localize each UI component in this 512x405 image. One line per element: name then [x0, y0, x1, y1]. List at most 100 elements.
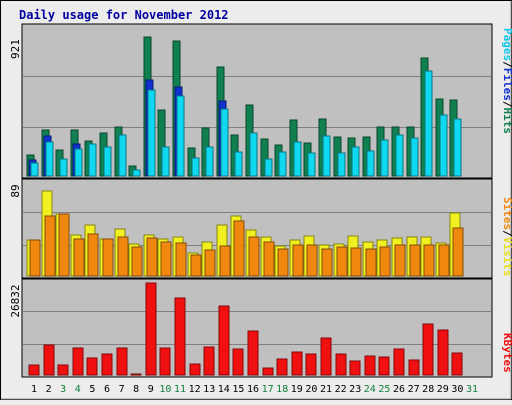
legend-visits: Visits — [501, 237, 512, 277]
bar-sites-day-23 — [350, 247, 362, 277]
bar-kbytes-day-17 — [262, 367, 274, 376]
bar-kbytes-day-22 — [335, 353, 347, 376]
bar-sites-day-16 — [248, 236, 260, 277]
bar-pages-day-7 — [118, 134, 127, 177]
bar-kbytes-day-1 — [28, 364, 40, 376]
bar-sites-day-14 — [219, 245, 231, 277]
bar-kbytes-day-21 — [320, 337, 332, 376]
bar-sites-day-17 — [263, 241, 275, 277]
bar-sites-day-28 — [423, 244, 435, 277]
x-tick-day-8: 8 — [133, 384, 139, 395]
bar-sites-day-10 — [160, 241, 172, 277]
chart-title: Daily usage for November 2012 — [19, 8, 229, 22]
x-tick-day-27: 27 — [408, 384, 420, 395]
bar-pages-day-11 — [176, 95, 185, 177]
bar-pages-day-18 — [278, 151, 287, 177]
bar-pages-day-26 — [395, 134, 404, 177]
legend-visits-sites: Sites/Visits — [501, 197, 512, 277]
bar-sites-day-11 — [175, 242, 187, 277]
bar-pages-day-19 — [293, 141, 302, 177]
bar-kbytes-day-24 — [364, 355, 376, 376]
bar-sites-day-27 — [409, 244, 421, 277]
bar-sites-day-24 — [365, 248, 377, 277]
legend-hits: Hits — [501, 108, 512, 135]
x-tick-day-1: 1 — [31, 384, 37, 395]
x-tick-day-23: 23 — [349, 384, 361, 395]
bar-sites-day-19 — [292, 244, 304, 277]
bar-kbytes-day-20 — [305, 353, 317, 376]
bar-sites-day-8 — [131, 246, 143, 277]
bar-kbytes-day-4 — [72, 347, 84, 376]
bar-pages-day-29 — [439, 114, 448, 177]
bar-kbytes-day-25 — [378, 356, 390, 376]
x-axis-labels: 1 2 3 4 5 6 7 8 9 10 11 12 13 14 15 16 17 18 19 20 21 22 23 24 2… — [31, 384, 478, 395]
bar-pages-day-13 — [205, 146, 214, 177]
bar-pages-day-23 — [351, 146, 360, 177]
bar-pages-day-24 — [366, 150, 375, 177]
x-tick-day-7: 7 — [119, 384, 125, 395]
bar-pages-day-10 — [161, 146, 170, 177]
x-tick-day-2: 2 — [46, 384, 52, 395]
bar-kbytes-day-23 — [349, 360, 361, 376]
bar-sites-day-25 — [379, 246, 391, 277]
bar-sites-day-29 — [438, 244, 450, 277]
legend-files: Files — [501, 68, 512, 101]
bars-layer — [26, 36, 464, 376]
svg-text:Sites/Visits: Sites/Visits — [501, 197, 512, 277]
x-tick-day-14: 14 — [218, 384, 230, 395]
bar-sites-day-13 — [204, 249, 216, 277]
x-tick-day-5: 5 — [89, 384, 95, 395]
bar-kbytes-day-27 — [408, 359, 420, 376]
x-tick-day-13: 13 — [203, 384, 215, 395]
x-tick-day-26: 26 — [393, 384, 405, 395]
bar-pages-day-30 — [453, 118, 462, 177]
bar-pages-day-1 — [30, 162, 39, 177]
x-tick-day-15: 15 — [232, 384, 244, 395]
bar-pages-day-14 — [220, 108, 229, 177]
bar-pages-day-12 — [191, 157, 200, 177]
bar-kbytes-day-9 — [145, 282, 157, 376]
bar-kbytes-day-14 — [218, 305, 230, 376]
bar-pages-day-4 — [74, 148, 83, 177]
legend-sites: Sites — [501, 197, 512, 230]
x-tick-day-22: 22 — [335, 384, 347, 395]
bar-kbytes-day-16 — [247, 330, 259, 376]
bar-sites-day-2 — [44, 215, 56, 277]
bar-sites-day-20 — [306, 244, 318, 277]
bar-sites-day-18 — [277, 248, 289, 277]
x-tick-day-11: 11 — [174, 384, 186, 395]
bar-kbytes-day-5 — [86, 357, 98, 376]
x-tick-day-6: 6 — [104, 384, 110, 395]
x-tick-day-17: 17 — [262, 384, 274, 395]
bar-sites-day-22 — [336, 246, 348, 277]
bar-pages-day-9 — [147, 89, 156, 177]
bar-pages-day-3 — [59, 158, 68, 177]
bar-pages-day-5 — [88, 143, 97, 177]
bar-sites-day-3 — [58, 213, 70, 277]
bar-kbytes-day-19 — [291, 351, 303, 376]
bar-kbytes-day-11 — [174, 297, 186, 376]
bar-sites-day-12 — [190, 254, 202, 277]
bar-sites-day-5 — [87, 233, 99, 277]
bar-pages-day-15 — [234, 151, 243, 177]
legend-hits-files-pages: Pages/Files/Hits — [501, 28, 512, 134]
x-tick-day-31: 31 — [466, 384, 478, 395]
bar-pages-day-27 — [410, 137, 419, 177]
bar-kbytes-day-10 — [159, 347, 171, 376]
bar-sites-day-15 — [233, 220, 245, 277]
x-tick-day-20: 20 — [305, 384, 317, 395]
x-tick-day-30: 30 — [451, 384, 463, 395]
x-tick-day-28: 28 — [422, 384, 434, 395]
legend-kbytes-label: KBytes — [501, 333, 512, 373]
x-tick-day-16: 16 — [247, 384, 259, 395]
bar-pages-day-21 — [322, 135, 331, 177]
legend-kbytes: KBytes — [501, 333, 512, 373]
bar-sites-day-7 — [117, 236, 129, 277]
bar-pages-day-6 — [103, 146, 112, 177]
x-tick-day-19: 19 — [291, 384, 303, 395]
bar-kbytes-day-13 — [203, 346, 215, 376]
x-tick-day-9: 9 — [148, 384, 154, 395]
bar-kbytes-day-12 — [189, 363, 201, 376]
bar-pages-day-20 — [307, 152, 316, 177]
